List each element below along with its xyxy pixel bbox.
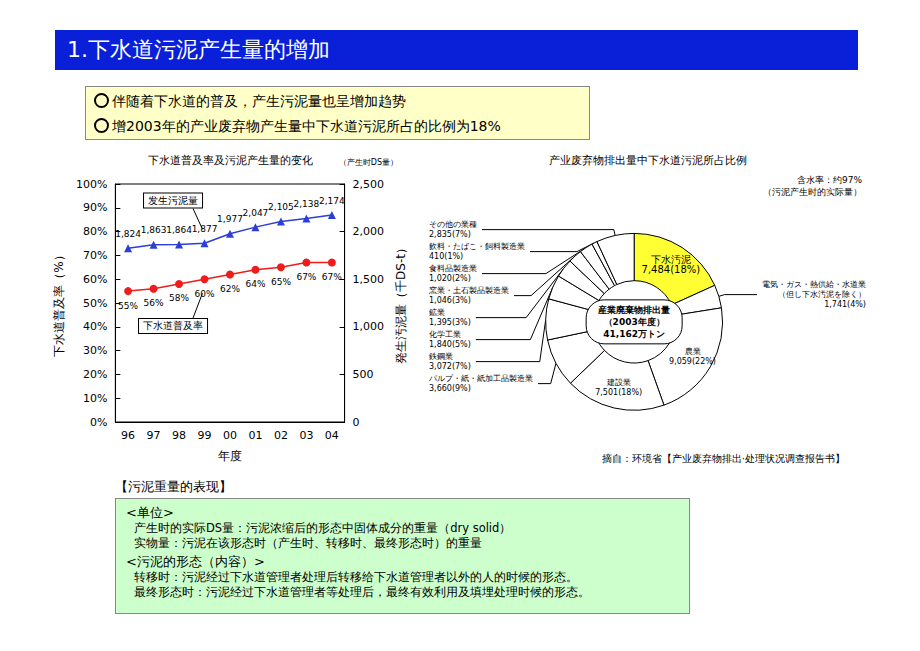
svg-text:発生汚泥量（千DS-t）: 発生汚泥量（千DS-t） xyxy=(394,242,408,364)
svg-text:1,824: 1,824 xyxy=(115,229,141,239)
svg-text:80%: 80% xyxy=(83,225,107,238)
svg-text:1,877: 1,877 xyxy=(192,224,218,234)
svg-text:下水道普及率: 下水道普及率 xyxy=(143,320,203,331)
svg-text:98: 98 xyxy=(172,429,186,442)
svg-text:農業: 農業 xyxy=(685,347,701,356)
svg-text:1,000: 1,000 xyxy=(353,320,385,333)
svg-text:90%: 90% xyxy=(83,201,107,214)
svg-text:食料品製造業: 食料品製造業 xyxy=(429,264,477,273)
svg-text:10%: 10% xyxy=(83,392,107,405)
svg-text:2,105: 2,105 xyxy=(268,202,294,212)
svg-text:产业废弃物排出量中下水道污泥所占比例: 产业废弃物排出量中下水道污泥所占比例 xyxy=(549,154,747,167)
svg-text:58%: 58% xyxy=(169,293,189,303)
svg-text:03: 03 xyxy=(299,429,313,442)
svg-text:02: 02 xyxy=(274,429,288,442)
svg-text:鉄鋼業: 鉄鋼業 xyxy=(429,352,453,361)
html-text:增2003年的产业废弃物产生量中下水道污泥所占的比例为18%: 增2003年的产业废弃物产生量中下水道污泥所占的比例为18% xyxy=(112,118,501,134)
svg-text:50%: 50% xyxy=(83,297,107,310)
svg-text:1,020(2%): 1,020(2%) xyxy=(429,274,471,283)
html-text:<单位>: <单位> xyxy=(126,505,174,520)
svg-text:含水率：约97%: 含水率：约97% xyxy=(797,175,862,185)
svg-text:7,484(18%): 7,484(18%) xyxy=(642,264,701,275)
html-text:转移时：污泥经过下水道管理者处理后转移给下水道管理者以外的人: 转移时：污泥经过下水道管理者处理后转移给下水道管理者以外的人的时候的形态。 xyxy=(134,570,578,584)
svg-text:化学工業: 化学工業 xyxy=(429,330,461,339)
svg-text:01: 01 xyxy=(248,429,262,442)
svg-text:67%: 67% xyxy=(322,272,342,282)
svg-text:64%: 64% xyxy=(245,279,265,289)
svg-text:99: 99 xyxy=(198,429,212,442)
html-text:最终形态时：污泥经过下水道管理者等处理后，最终有效利用及填埋: 最终形态时：污泥经过下水道管理者等处理后，最终有效利用及填埋处理时候的形态。 xyxy=(134,585,590,599)
svg-text:産業廃棄物排出量: 産業廃棄物排出量 xyxy=(597,305,670,315)
svg-text:飲料・たばこ・飼料製造業: 飲料・たばこ・飼料製造業 xyxy=(429,242,525,251)
html-text:摘自：环境省【产业废弃物排出·处理状况调查报告书】: 摘自：环境省【产业废弃物排出·处理状况调查报告书】 xyxy=(601,453,845,464)
svg-text:30%: 30% xyxy=(83,344,107,357)
svg-text:2,000: 2,000 xyxy=(353,225,385,238)
html-text:【污泥重量的表现】: 【污泥重量的表现】 xyxy=(115,479,232,494)
svg-text:1,500: 1,500 xyxy=(353,273,385,286)
svg-text:67%: 67% xyxy=(296,272,316,282)
svg-text:0: 0 xyxy=(353,416,360,429)
svg-text:（产生时DS量）: （产生时DS量） xyxy=(339,158,398,167)
svg-text:40%: 40% xyxy=(83,320,107,333)
svg-text:55%: 55% xyxy=(118,301,138,311)
svg-text:2,047: 2,047 xyxy=(243,208,269,218)
svg-text:1,977: 1,977 xyxy=(217,214,243,224)
svg-text:20%: 20% xyxy=(83,368,107,381)
svg-text:0%: 0% xyxy=(90,416,107,429)
svg-text:下水道普及率（%）: 下水道普及率（%） xyxy=(52,249,66,356)
svg-text:7,501(18%): 7,501(18%) xyxy=(595,388,642,397)
svg-text:3,072(7%): 3,072(7%) xyxy=(429,362,471,371)
svg-text:410(1%): 410(1%) xyxy=(429,252,463,261)
svg-text:100%: 100% xyxy=(76,178,107,191)
svg-text:窯業・土石製品製造業: 窯業・土石製品製造業 xyxy=(429,286,509,295)
html-text:产生时的实际DS量：污泥浓缩后的形态中固体成分的重量（dry: 产生时的实际DS量：污泥浓缩后的形态中固体成分的重量（dry solid） xyxy=(134,521,512,535)
svg-text:下水汚泥: 下水汚泥 xyxy=(650,254,691,266)
svg-text:60%: 60% xyxy=(83,273,107,286)
svg-text:2,500: 2,500 xyxy=(353,178,385,191)
svg-text:1,046(3%): 1,046(3%) xyxy=(429,296,471,305)
svg-text:500: 500 xyxy=(353,368,374,381)
svg-text:04: 04 xyxy=(325,429,339,442)
svg-text:41,162万トン: 41,162万トン xyxy=(603,329,665,339)
svg-text:3,660(9%): 3,660(9%) xyxy=(429,384,471,393)
svg-text:60%: 60% xyxy=(194,289,214,299)
svg-text:70%: 70% xyxy=(83,249,107,262)
svg-text:年度: 年度 xyxy=(218,449,242,463)
svg-text:62%: 62% xyxy=(220,284,240,294)
svg-text:1,741(4%): 1,741(4%) xyxy=(824,300,866,309)
svg-text:鉱業: 鉱業 xyxy=(429,308,445,317)
svg-text:（2003年度）: （2003年度） xyxy=(604,317,665,327)
svg-text:97: 97 xyxy=(147,429,161,442)
svg-text:1,395(3%): 1,395(3%) xyxy=(429,318,471,327)
svg-text:（但し下水汚泥を除く）: （但し下水汚泥を除く） xyxy=(778,290,866,299)
svg-text:（污泥产生时的实际量）: （污泥产生时的实际量） xyxy=(763,187,862,197)
html-text:实物量：污泥在该形态时（产生时、转移时、最终形态时）的重量: 实物量：污泥在该形态时（产生时、转移时、最终形态时）的重量 xyxy=(134,536,482,550)
svg-text:電気・ガス・熱供給・水道業: 電気・ガス・熱供給・水道業 xyxy=(762,280,866,289)
svg-text:2,835(7%): 2,835(7%) xyxy=(429,230,471,239)
svg-text:下水道普及率及污泥产生量的变化: 下水道普及率及污泥产生量的变化 xyxy=(148,154,313,167)
svg-text:发生污泥量: 发生污泥量 xyxy=(148,195,198,206)
svg-text:9,059(22%): 9,059(22%) xyxy=(669,357,716,366)
svg-text:2,174: 2,174 xyxy=(319,196,345,206)
html-text:1.下水道污泥产生量的增加: 1.下水道污泥产生量的增加 xyxy=(67,37,330,62)
svg-text:65%: 65% xyxy=(271,277,291,287)
svg-text:パルプ・紙・紙加工品製造業: パルプ・紙・紙加工品製造業 xyxy=(428,374,533,383)
svg-text:1,863: 1,863 xyxy=(141,225,167,235)
svg-text:1,840(5%): 1,840(5%) xyxy=(429,340,471,349)
svg-text:2,138: 2,138 xyxy=(294,199,320,209)
svg-text:建設業: 建設業 xyxy=(606,378,631,387)
html-text:伴随着下水道的普及，产生污泥量也呈增加趋势: 伴随着下水道的普及，产生污泥量也呈增加趋势 xyxy=(112,93,406,109)
svg-text:56%: 56% xyxy=(144,298,164,308)
html-text:<污泥的形态（内容）>: <污泥的形态（内容）> xyxy=(126,554,265,569)
svg-text:1,864: 1,864 xyxy=(166,225,192,235)
svg-text:その他の業種: その他の業種 xyxy=(429,220,477,229)
svg-text:00: 00 xyxy=(223,429,237,442)
svg-text:96: 96 xyxy=(121,429,135,442)
